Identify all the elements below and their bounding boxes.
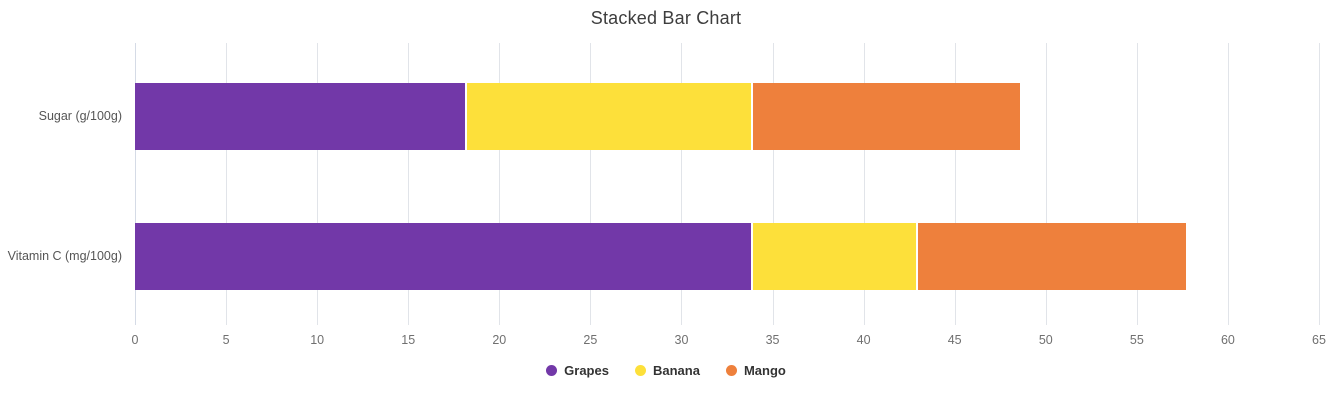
legend-circle-icon-banana (634, 365, 646, 376)
gridline-65 (1319, 43, 1320, 325)
x-tick-label-35: 35 (765, 333, 780, 347)
legend-item-grapes[interactable]: Grapes (546, 363, 609, 378)
legend-item-mango[interactable]: Mango (725, 363, 786, 378)
gridline-30 (681, 43, 683, 325)
x-tick-label-55: 55 (1129, 333, 1144, 347)
category-label-vitamin-c-mg-100g: Vitamin C (mg/100g) (7, 249, 122, 263)
x-tick-label-15: 15 (401, 333, 416, 347)
x-tick-label-30: 30 (674, 333, 689, 347)
category-label-sugar-g-100g: Sugar (g/100g) (38, 109, 122, 123)
bar-row-vitamin-c-mg-100g (135, 223, 1186, 290)
bar-segment-grapes-vitamin-c-mg-100g (135, 223, 751, 290)
gridline-25 (590, 43, 592, 325)
x-tick-label-60: 60 (1220, 333, 1235, 347)
gridline-60 (1227, 43, 1229, 325)
x-tick-label-40: 40 (856, 333, 871, 347)
gridline-15 (408, 43, 410, 325)
bar-row-sugar-g-100g (135, 83, 1021, 150)
gridline-55 (1136, 43, 1138, 325)
gridline-40 (863, 43, 865, 325)
x-tick-label-10: 10 (310, 333, 325, 347)
chart-title: Stacked Bar Chart (590, 8, 742, 28)
plot-area (135, 43, 1320, 325)
legend-label-grapes: Grapes (564, 363, 609, 378)
legend-label-mango: Mango (743, 363, 786, 378)
gridline-0 (135, 43, 136, 325)
legend-label-banana: Banana (652, 363, 700, 378)
gridline-35 (772, 43, 774, 325)
bar-segment-grapes-sugar-g-100g (135, 83, 465, 150)
gridline-45 (954, 43, 956, 325)
gridline-20 (499, 43, 501, 325)
legend: Grapes Banana Mango (0, 363, 1332, 378)
bar-segment-mango-sugar-g-100g (750, 83, 1021, 150)
gridline-5 (226, 43, 228, 325)
x-tick-label-20: 20 (492, 333, 507, 347)
bar-segment-mango-vitamin-c-mg-100g (916, 223, 1186, 290)
x-tick-label-45: 45 (947, 333, 962, 347)
x-tick-label-25: 25 (583, 333, 598, 347)
x-tick-label-5: 5 (222, 333, 230, 347)
gridline-10 (317, 43, 319, 325)
legend-circle-icon-grapes (546, 365, 558, 376)
x-tick-label-65: 65 (1312, 333, 1326, 347)
x-tick-label-50: 50 (1038, 333, 1053, 347)
legend-item-banana[interactable]: Banana (634, 363, 700, 378)
bar-segment-banana-sugar-g-100g (464, 83, 751, 150)
gridline-50 (1045, 43, 1047, 325)
bar-segment-banana-vitamin-c-mg-100g (750, 223, 917, 290)
legend-circle-icon-mango (725, 365, 737, 376)
x-tick-label-0: 0 (131, 333, 139, 347)
